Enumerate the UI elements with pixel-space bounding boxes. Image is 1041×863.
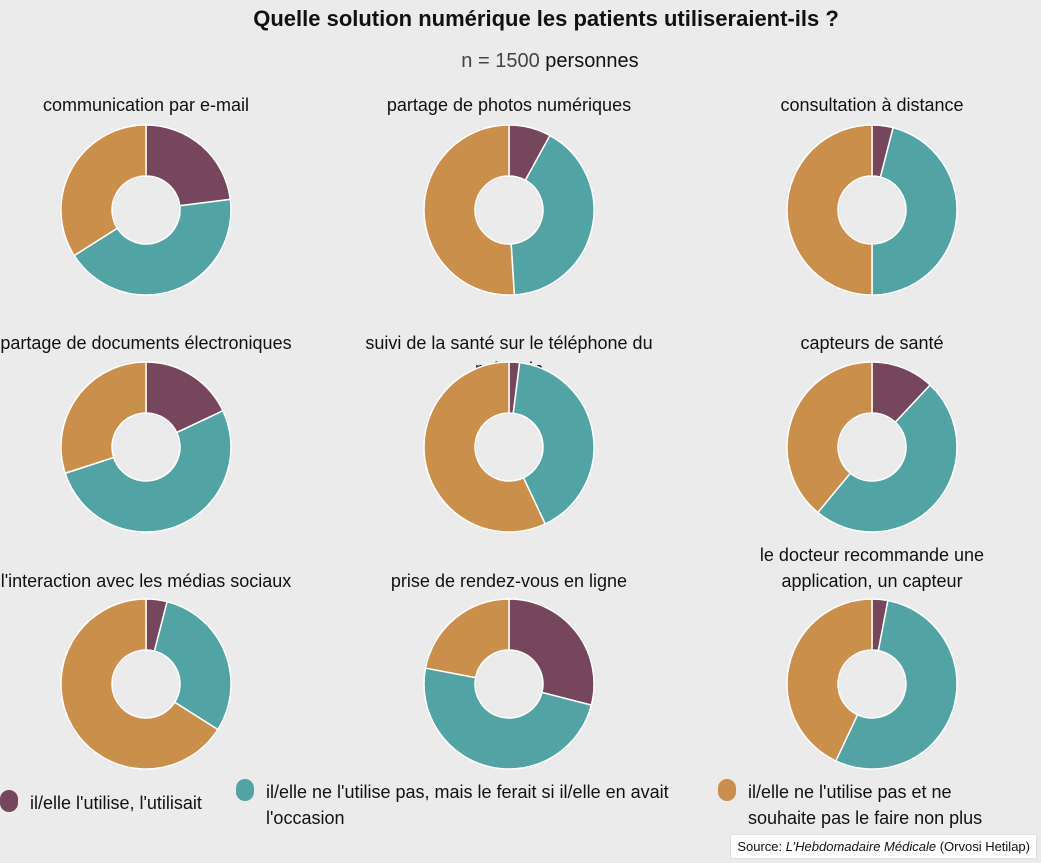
donut-slice-no [423, 124, 516, 296]
donut-slice-no [424, 598, 510, 679]
legend-item-no: il/elle ne l'utilise pas et ne souhaite … [718, 779, 1018, 831]
donut-title-9: le docteur recommande une application, un… [692, 542, 1041, 594]
donut-title-line: communication par e-mail [42, 95, 250, 115]
donut-chart-1 [60, 124, 232, 296]
donut-title-line: le docteur recommande une [759, 545, 985, 565]
source-prefix: Source: [737, 839, 786, 854]
legend-swatch-uses [0, 790, 18, 812]
donut-chart-5 [423, 361, 595, 533]
donut-slice-no [60, 598, 219, 770]
donut-title-line: capteurs de santé [800, 333, 944, 353]
donut-slice-would-use [834, 599, 958, 770]
donut-slice-would-use [64, 409, 232, 533]
donut-slice-no [423, 361, 547, 533]
donut-title-line: prise de rendez-vous en ligne [390, 571, 628, 591]
donut-slice-no [60, 361, 147, 475]
legend-item-uses: il/elle l'utilise, l'utilisait [0, 790, 235, 816]
donut-slice-no [786, 598, 873, 762]
donut-slice-uses [145, 361, 224, 434]
source-note: Source: L’Hebdomadaire Médicale (Orvosi … [730, 834, 1037, 859]
donut-slice-would-use [423, 667, 593, 770]
donut-title-6: capteurs de santé [692, 330, 1041, 356]
donut-chart-8 [423, 598, 595, 770]
donut-slice-no [786, 361, 873, 514]
legend-label-uses: il/elle l'utilise, l'utilisait [30, 793, 202, 813]
donut-chart-4 [60, 361, 232, 533]
legend-swatch-would-use [236, 779, 254, 801]
donut-slice-uses [145, 124, 232, 207]
source-journal: L’Hebdomadaire Médicale [785, 839, 937, 854]
sample-unit: personnes [545, 50, 639, 72]
donut-title-7: l'interaction avec les médias sociaux [0, 568, 326, 594]
donut-slice-no [60, 124, 147, 257]
donut-chart-9 [786, 598, 958, 770]
donut-title-4: partage de documents électroniques [0, 330, 326, 356]
donut-slice-uses [508, 598, 595, 707]
chart-subtitle: n = 1500 personnes [0, 50, 1041, 73]
donut-slice-no [786, 124, 873, 296]
donut-chart-6 [786, 361, 958, 533]
legend-swatch-no [718, 779, 736, 801]
donut-chart-3 [786, 124, 958, 296]
legend-label-would-use: il/elle ne l'utilise pas, mais le ferait… [266, 782, 669, 828]
donut-slice-would-use [153, 600, 232, 731]
donut-slice-would-use [510, 134, 595, 296]
donut-title-line: partage de documents électroniques [0, 333, 292, 353]
donut-title-2: partage de photos numériques [329, 92, 689, 118]
donut-title-1: communication par e-mail [0, 92, 326, 118]
donut-title-line: application, un capteur [781, 571, 963, 591]
donut-title-line: consultation à distance [780, 95, 964, 115]
legend-label-no: il/elle ne l'utilise pas et ne souhaite … [748, 782, 983, 828]
donut-chart-2 [423, 124, 595, 296]
donut-slice-would-use [512, 361, 595, 525]
donut-slice-would-use [73, 198, 232, 296]
source-suffix: (Orvosi Hetilap) [936, 839, 1030, 854]
donut-title-line: l'interaction avec les médias sociaux [0, 571, 292, 591]
legend-item-would-use: il/elle ne l'utilise pas, mais le ferait… [236, 779, 716, 831]
donut-title-3: consultation à distance [692, 92, 1041, 118]
sample-size: n = 1500 [461, 50, 540, 72]
donut-title-line: partage de photos numériques [386, 95, 632, 115]
donut-slice-would-use [816, 383, 958, 533]
donut-title-8: prise de rendez-vous en ligne [329, 568, 689, 594]
donut-slice-would-use [871, 126, 958, 296]
donut-chart-7 [60, 598, 232, 770]
chart-title: Quelle solution numérique les patients u… [253, 6, 839, 31]
